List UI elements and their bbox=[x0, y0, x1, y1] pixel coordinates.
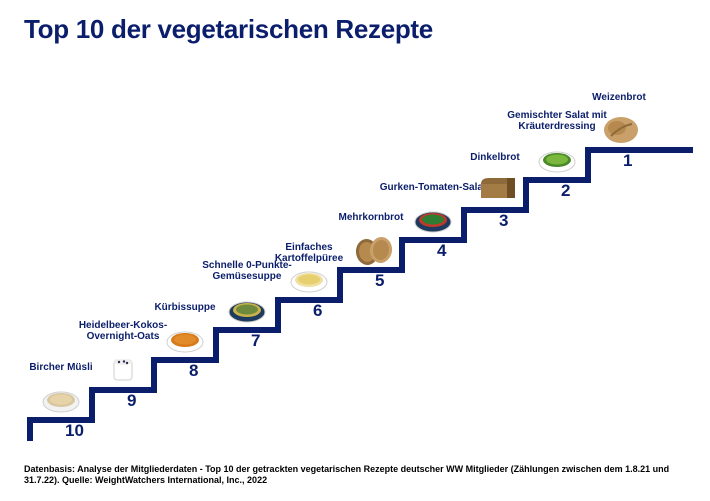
dish-2 bbox=[535, 136, 579, 180]
rank-4: 4 bbox=[437, 241, 446, 261]
dish-4 bbox=[411, 196, 455, 240]
rank-1: 1 bbox=[623, 151, 632, 171]
label-2: Gemischter Salat mit Kräuterdressing bbox=[502, 110, 612, 132]
label-6: Einfaches Kartoffelpüree bbox=[254, 242, 364, 264]
label-8: Kürbissuppe bbox=[130, 302, 240, 313]
label-3: Dinkelbrot bbox=[440, 152, 550, 163]
dish-7 bbox=[225, 286, 269, 330]
dish-5 bbox=[349, 226, 393, 270]
dish-1 bbox=[597, 106, 641, 150]
dish-3 bbox=[473, 166, 517, 210]
rank-3: 3 bbox=[499, 211, 508, 231]
label-10: Bircher Müsli bbox=[6, 362, 116, 373]
dish-10 bbox=[39, 376, 83, 420]
infographic-canvas: 10 Bircher Müsli 9 Heidelbeer-Kokos-Overn… bbox=[0, 0, 710, 501]
label-5: Mehrkornbrot bbox=[316, 212, 426, 223]
label-1: Weizenbrot bbox=[564, 92, 674, 103]
rank-2: 2 bbox=[561, 181, 570, 201]
dish-9 bbox=[101, 346, 145, 390]
data-footnote: Datenbasis: Analyse der Mitgliederdaten … bbox=[24, 464, 686, 487]
label-9: Heidelbeer-Kokos-Overnight-Oats bbox=[68, 320, 178, 342]
rank-8: 8 bbox=[189, 361, 198, 381]
rank-10: 10 bbox=[65, 421, 84, 441]
dish-8 bbox=[163, 316, 207, 360]
label-4: Gurken-Tomaten-Salat bbox=[378, 182, 488, 193]
rank-6: 6 bbox=[313, 301, 322, 321]
rank-9: 9 bbox=[127, 391, 136, 411]
rank-7: 7 bbox=[251, 331, 260, 351]
rank-5: 5 bbox=[375, 271, 384, 291]
